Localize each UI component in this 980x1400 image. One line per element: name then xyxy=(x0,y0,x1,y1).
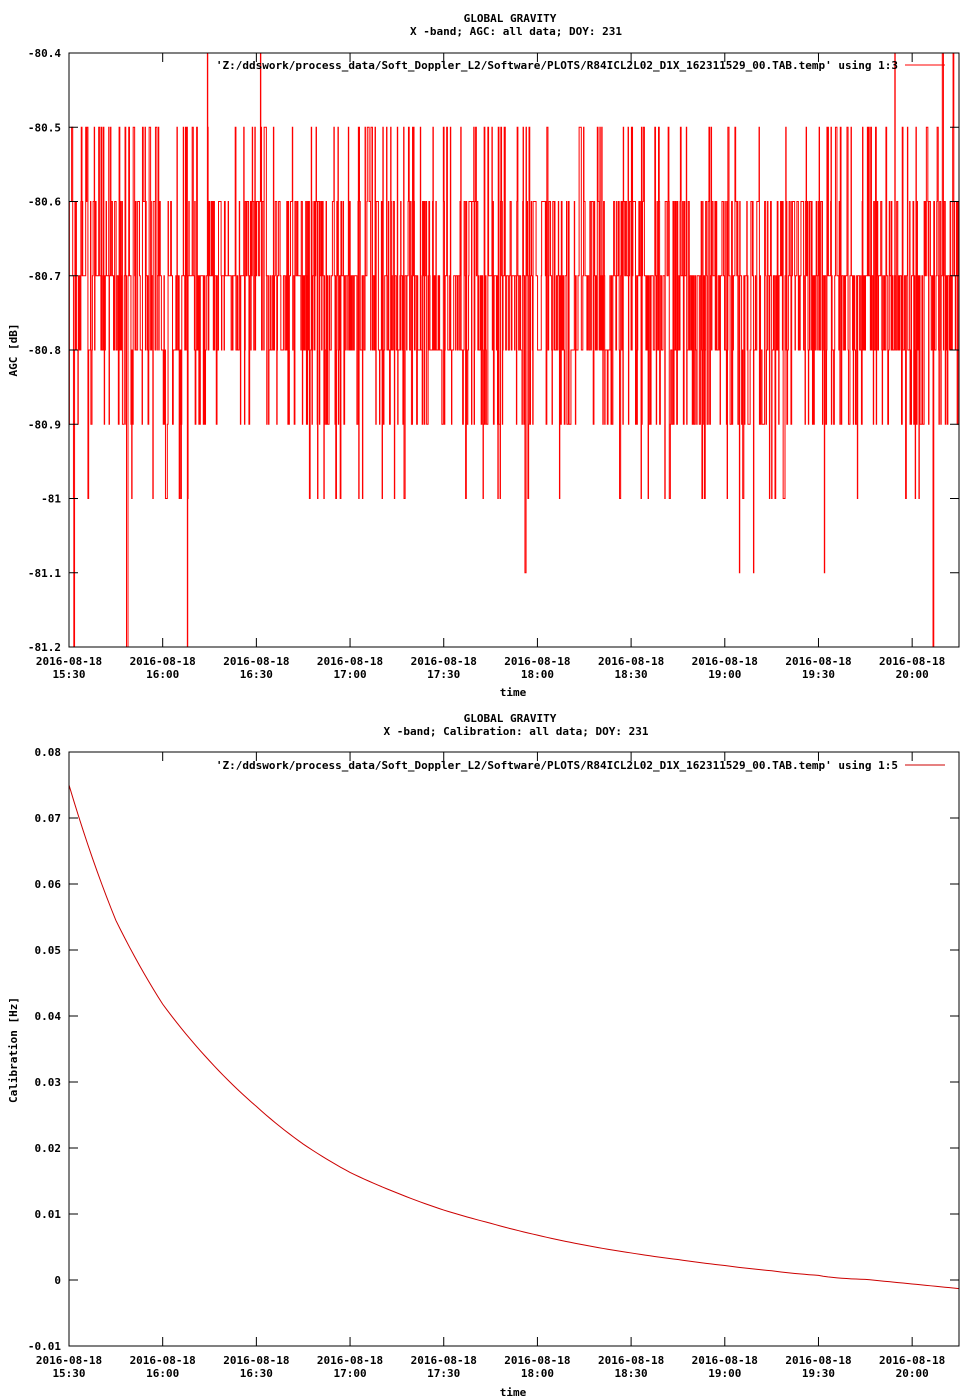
x-tick-time: 16:00 xyxy=(146,668,179,681)
y-tick-label: -81.1 xyxy=(28,567,61,580)
y-tick-label: 0.05 xyxy=(35,944,62,957)
y-tick-labels: 0.08 0.07 0.06 0.05 0.04 0.03 0.02 0.01 0 -0.01 xyxy=(28,746,61,1353)
x-tick-time: 17:00 xyxy=(333,1367,366,1380)
y-tick-label: 0.01 xyxy=(35,1208,62,1221)
x-tick-date: 2016-08-18 xyxy=(692,655,758,668)
x-tick-time: 18:00 xyxy=(521,668,554,681)
y-tick-label: 0.04 xyxy=(35,1010,62,1023)
y-tick-label: -80.8 xyxy=(28,344,61,357)
x-tick-date: 2016-08-18 xyxy=(36,1354,102,1367)
x-axis-label: time xyxy=(500,1386,527,1399)
legend-entry: 'Z:/ddswork/process_data/Soft_Doppler_L2… xyxy=(216,59,898,72)
x-tick-time: 17:00 xyxy=(333,668,366,681)
x-axis-label: time xyxy=(500,686,527,699)
x-tick-time: 19:00 xyxy=(708,1367,741,1380)
x-tick-time: 19:30 xyxy=(802,668,835,681)
plot-frame xyxy=(68,751,960,1347)
y-tick-label: -81 xyxy=(41,493,61,506)
x-tick-time: 16:00 xyxy=(146,1367,179,1380)
y-tick-label: -80.5 xyxy=(28,121,61,134)
x-tick-date: 2016-08-18 xyxy=(692,1354,758,1367)
x-tick-date: 2016-08-18 xyxy=(879,655,945,668)
axis-ticks xyxy=(68,751,959,1347)
x-tick-date: 2016-08-18 xyxy=(411,1354,477,1367)
x-tick-time: 18:00 xyxy=(521,1367,554,1380)
y-tick-label: -80.4 xyxy=(28,47,61,60)
y-tick-label: 0.07 xyxy=(35,812,62,825)
series-line xyxy=(68,784,960,1290)
y-tick-label: 0 xyxy=(54,1274,61,1287)
x-tick-date: 2016-08-18 xyxy=(36,655,102,668)
x-tick-date: 2016-08-18 xyxy=(879,1354,945,1367)
agc-series-line xyxy=(68,52,959,648)
calibration-chart: GLOBAL GRAVITY X -band; Calibration: all… xyxy=(7,712,960,1399)
x-tick-time: 17:30 xyxy=(427,668,460,681)
x-tick-time: 17:30 xyxy=(427,1367,460,1380)
x-tick-date: 2016-08-18 xyxy=(785,1354,851,1367)
x-tick-time: 20:00 xyxy=(896,1367,929,1380)
x-tick-time: 20:00 xyxy=(896,668,929,681)
y-tick-label: -0.01 xyxy=(28,1340,61,1353)
x-tick-date: 2016-08-18 xyxy=(504,655,570,668)
y-tick-label: -80.9 xyxy=(28,418,61,431)
x-tick-time: 16:30 xyxy=(240,1367,273,1380)
y-tick-label: 0.08 xyxy=(35,746,62,759)
legend-entry: 'Z:/ddswork/process_data/Soft_Doppler_L2… xyxy=(216,759,898,772)
chart-title: GLOBAL GRAVITY xyxy=(464,12,557,25)
series-line xyxy=(68,52,959,648)
calibration-series-line xyxy=(68,784,960,1290)
y-tick-label: 0.06 xyxy=(35,878,62,891)
plot-frame xyxy=(68,52,960,648)
x-tick-time: 19:00 xyxy=(708,668,741,681)
y-tick-labels: -80.4 -80.5 -80.6 -80.7 -80.8 -80.9 -81 -81.1 -8… xyxy=(28,47,61,654)
x-tick-date: 2016-08-18 xyxy=(598,655,664,668)
y-tick-label: -80.7 xyxy=(28,270,61,283)
x-tick-date: 2016-08-18 xyxy=(785,655,851,668)
x-tick-date: 2016-08-18 xyxy=(317,655,383,668)
x-tick-time: 18:30 xyxy=(615,668,648,681)
x-tick-time: 15:30 xyxy=(52,668,85,681)
x-tick-time: 15:30 xyxy=(52,1367,85,1380)
x-tick-time: 18:30 xyxy=(615,1367,648,1380)
y-tick-label: -81.2 xyxy=(28,641,61,654)
x-tick-labels: 2016-08-1815:302016-08-1816:002016-08-18… xyxy=(36,1354,945,1380)
chart-subtitle: X -band; Calibration: all data; DOY: 231 xyxy=(384,725,649,738)
x-tick-time: 19:30 xyxy=(802,1367,835,1380)
x-tick-date: 2016-08-18 xyxy=(223,655,289,668)
x-tick-labels: 2016-08-1815:302016-08-1816:002016-08-18… xyxy=(36,655,945,681)
x-tick-date: 2016-08-18 xyxy=(130,655,196,668)
x-tick-date: 2016-08-18 xyxy=(223,1354,289,1367)
x-tick-date: 2016-08-18 xyxy=(411,655,477,668)
y-tick-label: 0.03 xyxy=(35,1076,62,1089)
y-axis-label: AGC [dB] xyxy=(7,324,20,377)
x-tick-date: 2016-08-18 xyxy=(598,1354,664,1367)
x-tick-date: 2016-08-18 xyxy=(130,1354,196,1367)
chart-subtitle: X -band; AGC: all data; DOY: 231 xyxy=(410,25,622,38)
x-tick-time: 16:30 xyxy=(240,668,273,681)
y-axis-label: Calibration [Hz] xyxy=(7,997,20,1103)
x-tick-date: 2016-08-18 xyxy=(504,1354,570,1367)
agc-chart: GLOBAL GRAVITY X -band; AGC: all data; D… xyxy=(7,12,960,699)
chart-title: GLOBAL GRAVITY xyxy=(464,712,557,725)
y-tick-label: -80.6 xyxy=(28,196,61,209)
x-tick-date: 2016-08-18 xyxy=(317,1354,383,1367)
y-tick-label: 0.02 xyxy=(35,1142,62,1155)
